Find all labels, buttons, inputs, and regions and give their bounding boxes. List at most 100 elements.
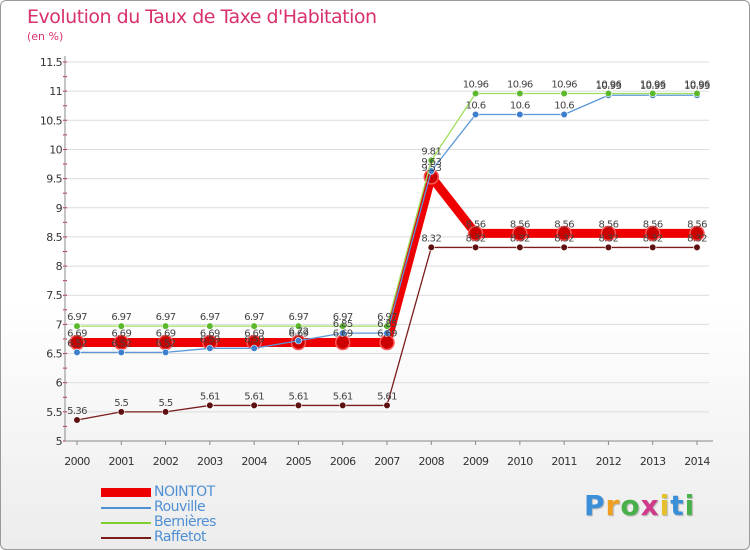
grid bbox=[65, 61, 709, 442]
x-tick-label: 2001 bbox=[108, 455, 134, 468]
x-tick-label: 2007 bbox=[374, 455, 400, 468]
data-label: 8.32 bbox=[510, 233, 530, 244]
data-point bbox=[294, 337, 303, 345]
data-label: 6.59 bbox=[200, 334, 220, 345]
data-point bbox=[516, 110, 524, 119]
y-tick-label: 6 bbox=[56, 377, 63, 390]
data-label: 10.6 bbox=[510, 100, 530, 111]
data-point bbox=[250, 344, 258, 352]
data-point bbox=[516, 243, 524, 252]
y-tick-label: 7.5 bbox=[46, 289, 62, 302]
data-point bbox=[161, 348, 170, 356]
data-point bbox=[649, 89, 657, 98]
chart-unit: (en %) bbox=[27, 30, 64, 43]
data-label: 8.32 bbox=[687, 233, 707, 244]
x-tick-label: 2006 bbox=[330, 455, 356, 468]
data-point bbox=[383, 322, 391, 330]
logo-letter: o bbox=[620, 489, 641, 522]
legend-swatch bbox=[101, 507, 151, 509]
y-tick-label: 8.5 bbox=[46, 231, 62, 244]
logo-letter: i bbox=[659, 489, 671, 522]
x-tick-label: 2011 bbox=[551, 455, 577, 468]
data-point bbox=[73, 416, 81, 424]
data-label: 10.93 bbox=[640, 81, 666, 92]
x-tick-label: 2013 bbox=[640, 455, 666, 468]
data-label: 10.96 bbox=[551, 79, 577, 90]
legend-label: Rouville bbox=[154, 499, 206, 515]
data-label: 8.32 bbox=[554, 233, 574, 244]
axes: 5 5.5 6 6.5 7 7.5 8 8.5 9 9.5 10 10.5 11 11.5 2000 2001… bbox=[40, 56, 713, 468]
y-tick-label: 8 bbox=[56, 260, 63, 273]
data-label: 6.52 bbox=[67, 338, 87, 349]
legend-label: Raffetot bbox=[154, 529, 207, 545]
data-label: 8.56 bbox=[643, 219, 663, 230]
data-point bbox=[339, 401, 347, 410]
data-label: 8.32 bbox=[466, 233, 486, 244]
data-point bbox=[339, 329, 347, 337]
data-point bbox=[294, 322, 303, 330]
y-tick-label: 10 bbox=[49, 143, 62, 156]
data-label: 9.53 bbox=[421, 163, 441, 174]
y-tick-label: 5 bbox=[56, 435, 63, 448]
data-label: 6.97 bbox=[333, 312, 353, 323]
data-label: 10.93 bbox=[684, 81, 710, 92]
data-point bbox=[560, 243, 568, 252]
x-tick-label: 2000 bbox=[64, 455, 90, 468]
data-label: 6.97 bbox=[156, 312, 176, 323]
logo-letter: t bbox=[670, 489, 685, 522]
data-label: 8.56 bbox=[554, 219, 574, 230]
data-label: 6.97 bbox=[111, 312, 131, 323]
x-tick-label: 2002 bbox=[153, 455, 179, 468]
x-tick-label: 2012 bbox=[596, 455, 622, 468]
data-label: 9.81 bbox=[421, 147, 441, 158]
logo-letter: P bbox=[584, 489, 606, 522]
x-tick-label: 2009 bbox=[463, 455, 489, 468]
data-point bbox=[117, 408, 125, 416]
x-tick-label: 2010 bbox=[507, 455, 533, 468]
data-label: 10.96 bbox=[640, 79, 666, 90]
data-point bbox=[516, 89, 524, 98]
data-point bbox=[560, 110, 568, 119]
data-label: 10.96 bbox=[507, 79, 533, 90]
data-label: 8.56 bbox=[466, 219, 486, 230]
data-label: 5.61 bbox=[200, 391, 220, 402]
data-label: 8.32 bbox=[643, 233, 663, 244]
y-tick-label: 6.5 bbox=[46, 348, 62, 361]
data-point bbox=[693, 89, 701, 98]
logo-letter: i bbox=[684, 489, 696, 522]
data-point bbox=[117, 348, 125, 356]
data-point bbox=[649, 243, 657, 252]
data-label: 8.56 bbox=[598, 219, 618, 230]
logo-letter: r bbox=[605, 489, 621, 522]
y-tick-label: 5.5 bbox=[46, 406, 62, 419]
x-tick-label: 2004 bbox=[241, 455, 267, 468]
data-point bbox=[117, 322, 125, 330]
data-label: 5.61 bbox=[288, 391, 308, 402]
data-point bbox=[604, 89, 613, 98]
data-point bbox=[556, 225, 572, 242]
data-point bbox=[206, 322, 214, 330]
y-tick-label: 9 bbox=[56, 202, 63, 215]
data-point bbox=[693, 243, 701, 252]
data-label: 6.69 bbox=[333, 328, 353, 339]
data-label: 6.97 bbox=[244, 312, 264, 323]
data-point bbox=[427, 243, 435, 252]
y-tick-label: 10.5 bbox=[40, 114, 63, 127]
data-point bbox=[512, 225, 528, 242]
data-point bbox=[206, 344, 214, 352]
data-label: 5.61 bbox=[333, 391, 353, 402]
series-group bbox=[69, 89, 705, 424]
x-tick-label: 2014 bbox=[684, 455, 710, 468]
data-point bbox=[73, 348, 81, 356]
data-label: 8.32 bbox=[421, 233, 441, 244]
data-point bbox=[294, 401, 303, 410]
data-point bbox=[427, 156, 435, 165]
y-tick-label: 7 bbox=[56, 318, 63, 331]
data-label: 6.69 bbox=[200, 328, 220, 339]
data-label: 6.97 bbox=[288, 312, 308, 323]
data-point bbox=[644, 225, 661, 242]
data-point bbox=[560, 89, 568, 98]
data-label: 10.96 bbox=[596, 79, 622, 90]
data-point bbox=[161, 322, 170, 330]
series-line-bernières bbox=[76, 92, 698, 327]
